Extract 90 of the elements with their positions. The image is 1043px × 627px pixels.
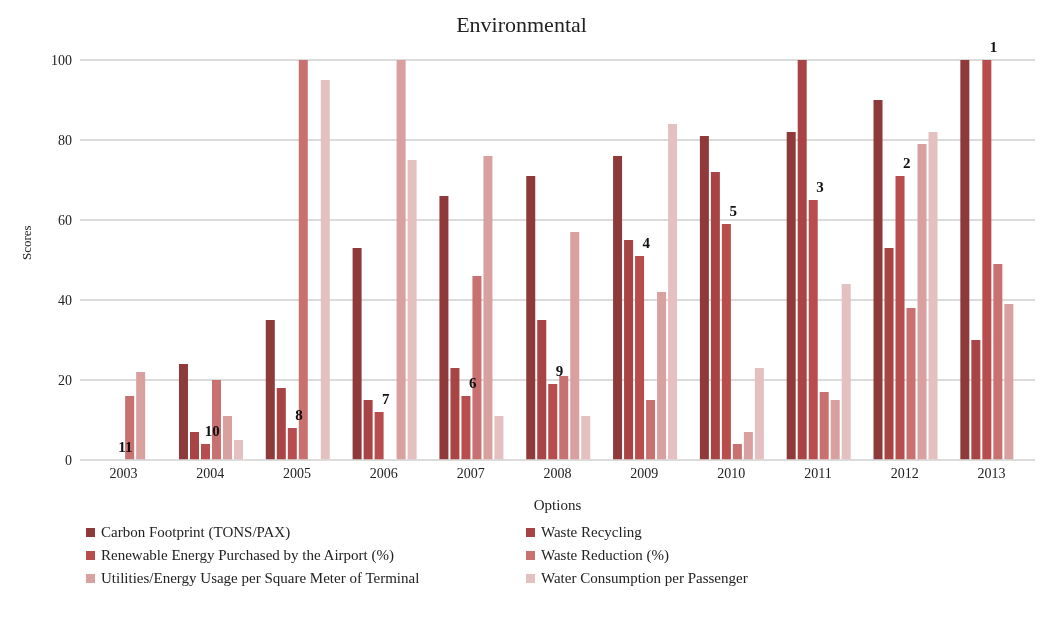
bar [352, 248, 362, 460]
y-axis-title: Scores [18, 225, 34, 260]
bar [461, 396, 471, 460]
bar [960, 60, 970, 460]
bar [928, 132, 938, 460]
bar [906, 308, 916, 460]
bar [1004, 304, 1014, 460]
x-tick-label: 2013 [977, 465, 1006, 481]
y-tick-label: 100 [51, 52, 72, 68]
bar [841, 284, 851, 460]
bar [819, 392, 829, 460]
y-tick-label: 40 [58, 292, 72, 308]
bar [917, 144, 927, 460]
x-tick-label: 2005 [283, 465, 312, 481]
bar [754, 368, 764, 460]
bar [396, 60, 406, 460]
chart-title: Environmental [456, 12, 587, 37]
x-tick-label: 2003 [109, 465, 138, 481]
bar [808, 200, 818, 460]
legend-label: Carbon Footprint (TONS/PAX) [101, 524, 291, 541]
annotation: 5 [729, 203, 737, 219]
x-axis-title: Options [533, 497, 582, 513]
bar [613, 156, 623, 460]
legend-label: Water Consumption per Passenger [541, 570, 748, 587]
bar [265, 320, 275, 460]
bar [732, 444, 742, 460]
annotation: 1 [989, 39, 998, 55]
bar [710, 172, 720, 460]
bar [450, 368, 460, 460]
bar [646, 400, 656, 460]
x-tick-label: 2007 [456, 465, 485, 481]
annotation: 4 [642, 235, 651, 251]
bar [982, 60, 992, 460]
bar [581, 416, 591, 460]
x-tick-label: 2009 [630, 465, 659, 481]
bar [895, 176, 905, 460]
annotation: 9 [555, 363, 564, 379]
annotation: 3 [816, 179, 824, 195]
annotation: 6 [468, 375, 477, 391]
bar [233, 440, 243, 460]
legend-label: Waste Recycling [541, 524, 642, 541]
bar [993, 264, 1003, 460]
bar [287, 428, 297, 460]
bar [189, 432, 199, 460]
bar [624, 240, 634, 460]
annotation: 8 [295, 407, 303, 423]
bar [657, 292, 667, 460]
bar [276, 388, 286, 460]
y-tick-label: 60 [58, 212, 72, 228]
x-tick-label: 2010 [717, 465, 746, 481]
x-tick-label: 2011 [804, 465, 832, 481]
bar [526, 176, 536, 460]
legend-label: Waste Reduction (%) [541, 547, 669, 564]
x-tick-label: 2012 [890, 465, 919, 481]
bar [537, 320, 547, 460]
annotation: 7 [382, 391, 391, 407]
y-tick-label: 20 [58, 372, 72, 388]
bar [548, 384, 558, 460]
bar [570, 232, 580, 460]
bar [971, 340, 981, 460]
bar [830, 400, 840, 460]
bar [559, 376, 569, 460]
bar [699, 136, 709, 460]
x-tick-label: 2004 [196, 465, 225, 481]
bar [873, 100, 883, 460]
legend-label: Renewable Energy Purchased by the Airport (%) [101, 547, 394, 564]
bar [483, 156, 493, 460]
bar [363, 400, 373, 460]
bar [786, 132, 796, 460]
bar [222, 416, 232, 460]
x-tick-label: 2008 [543, 465, 572, 481]
bar [743, 432, 753, 460]
annotation: 2 [903, 155, 911, 171]
legend-label: Utilities/Energy Usage per Square Meter of Terminal [101, 570, 420, 587]
bar [797, 60, 807, 460]
bar [136, 372, 146, 460]
bar [494, 416, 504, 460]
bar [200, 444, 210, 460]
bar [407, 160, 417, 460]
bar [721, 224, 731, 460]
bar [178, 364, 188, 460]
bar [668, 124, 678, 460]
bar [884, 248, 894, 460]
bar [635, 256, 645, 460]
bar [374, 412, 384, 460]
bar [320, 80, 330, 460]
bar [439, 196, 449, 460]
x-tick-label: 2006 [369, 465, 398, 481]
y-tick-label: 80 [58, 132, 72, 148]
y-tick-label: 0 [65, 452, 72, 468]
